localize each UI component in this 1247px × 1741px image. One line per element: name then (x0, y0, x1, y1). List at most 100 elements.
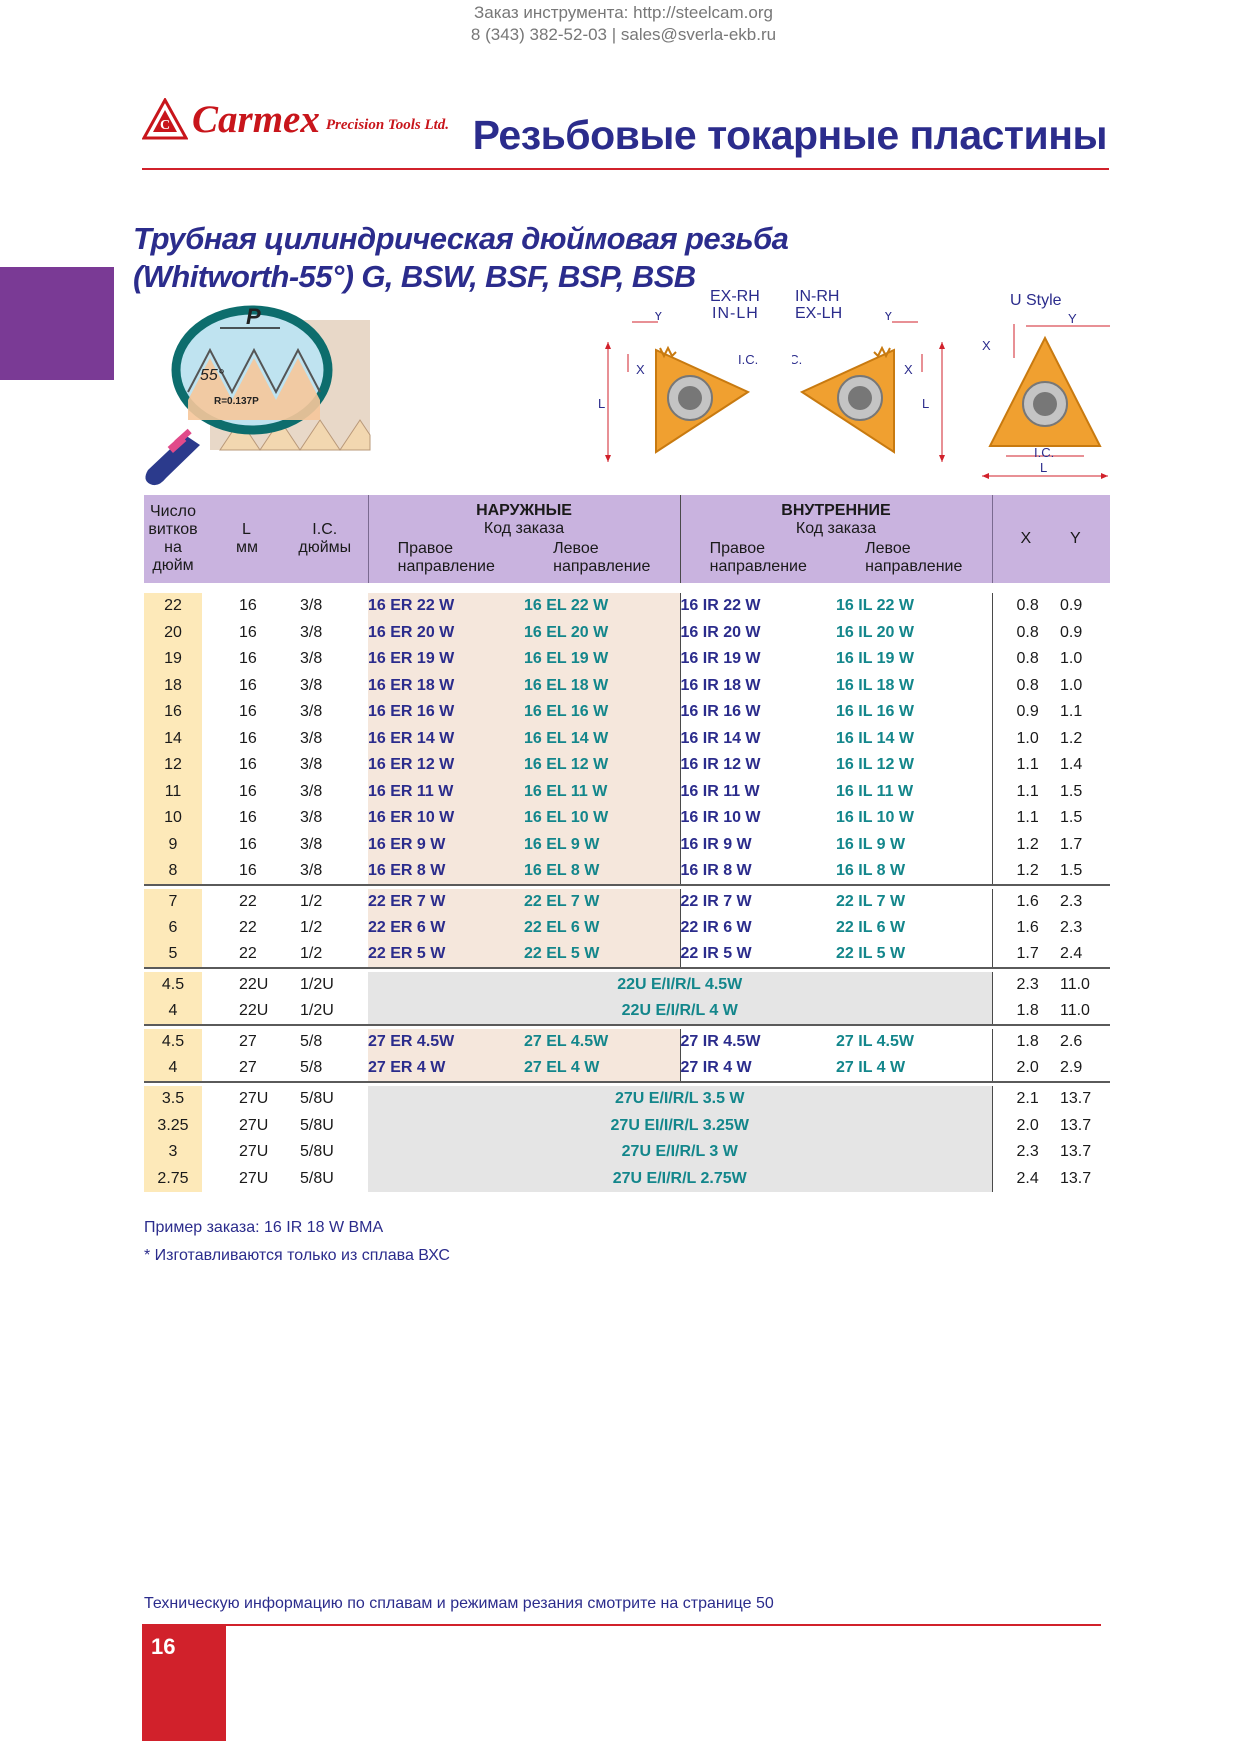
cell-ext-right-code: 16 ER 9 W (368, 831, 524, 858)
header-external-sub: Код заказа (483, 520, 565, 537)
cell-l: 27 (239, 1059, 257, 1077)
table-row: 3.5 27U 5/8U 27U E/I/R/L 3.5 W 2.1 13.7 (144, 1086, 1110, 1113)
cell-int-left-code: 16 IL 19 W (836, 646, 992, 673)
cell-ext-right-code: 22 ER 5 W (368, 941, 524, 968)
cell-y: 13.7 (1060, 1090, 1092, 1108)
table-row: 19 16 3/8 16 ER 19 W 16 EL 19 W 16 IR 19 W 16 … (144, 646, 1110, 673)
cell-ext-left-code: 16 EL 22 W (524, 593, 681, 620)
table-row: 4.5 22U 1/2U 22U E/I/R/L 4.5W 2.3 11.0 (144, 972, 1110, 999)
cell-ext-right-code: 16 ER 20 W (368, 619, 524, 646)
page-number: 16 (151, 1634, 176, 1659)
cell-int-left-code: 27 IL 4.5W (836, 1029, 992, 1056)
cell-int-right-code: 22 IR 7 W (680, 888, 836, 915)
cell-ext-right-code: 27 ER 4.5W (368, 1029, 524, 1056)
section-tab (0, 267, 114, 380)
header-spacer (144, 583, 1110, 593)
cell-tpi: 12 (144, 752, 202, 779)
header-int-right-line1: Правое (709, 540, 766, 557)
cell-tpi: 6 (144, 915, 202, 942)
carmex-emblem-icon: C (142, 98, 188, 140)
table-row: 4.5 27 5/8 27 ER 4.5W 27 EL 4.5W 27 IR 4.5W 27… (144, 1029, 1110, 1056)
cell-ic: 1/2U (300, 1002, 334, 1020)
cell-int-left-code: 16 IL 16 W (836, 699, 992, 726)
cell-y: 1.2 (1060, 729, 1083, 747)
dim-x-u: X (982, 338, 991, 353)
cell-ext-right-code: 16 ER 8 W (368, 858, 524, 885)
cell-l: 16 (239, 597, 257, 615)
cell-ic: 3/8 (300, 676, 323, 694)
cell-ic: 3/8 (300, 623, 323, 641)
cell-int-left-code: 16 IL 22 W (836, 593, 992, 620)
diagram-label-in-lh: IN-LH (712, 305, 759, 322)
group-divider (144, 967, 1110, 972)
cell-int-left-code: 16 IL 14 W (836, 725, 992, 752)
header-y: Y (1060, 495, 1110, 583)
header-ic: I.C. дюймы (282, 495, 368, 583)
header-x: X (992, 495, 1060, 583)
header-ext-right-line1: Правое (397, 540, 454, 557)
brand-logo: C Carmex Precision Tools Ltd. (142, 98, 449, 140)
cell-int-right-code: 27 IR 4 W (680, 1055, 836, 1082)
cell-int-left-code: 22 IL 7 W (836, 888, 992, 915)
header-int-right-dir: Правое направление (710, 540, 807, 576)
table-row: 2.75 27U 5/8U 27U E/I/R/L 2.75W 2.4 13.7 (144, 1165, 1110, 1192)
cell-tpi: 18 (144, 672, 202, 699)
cell-l: 27U (239, 1169, 269, 1187)
cell-int-right-code: 16 IR 11 W (680, 778, 836, 805)
cell-l: 16 (239, 729, 257, 747)
cell-int-right-code: 16 IR 18 W (680, 672, 836, 699)
diagram-label-u-style: U Style (1010, 292, 1062, 309)
cell-x: 1.1 (991, 805, 1060, 832)
cell-ext-left-code: 16 EL 20 W (524, 619, 681, 646)
cell-int-left-code: 27 IL 4 W (836, 1055, 992, 1082)
cell-ext-left-code: 27 EL 4.5W (524, 1029, 681, 1056)
cell-ext-left-code: 16 EL 12 W (524, 752, 681, 779)
diagram-label-ex-lh: EX-LH (795, 305, 843, 322)
cell-x: 2.4 (991, 1165, 1060, 1192)
dim-y-u: Y (1068, 311, 1077, 326)
cell-x: 2.0 (991, 1055, 1060, 1082)
table-row: 12 16 3/8 16 ER 12 W 16 EL 12 W 16 IR 12 W 16 … (144, 752, 1110, 779)
table-row: 16 16 3/8 16 ER 16 W 16 EL 16 W 16 IR 16 W 16 … (144, 699, 1110, 726)
cell-ic: 5/8U (300, 1116, 334, 1134)
cell-int-left-code: 16 IL 10 W (836, 805, 992, 832)
pitch-label: P (246, 304, 261, 329)
cell-y: 11.0 (1060, 976, 1090, 994)
header-int-left-line1: Левое (865, 540, 911, 557)
cell-ic: 5/8U (300, 1090, 334, 1108)
contact-line: 8 (343) 382-52-03 | sales@sverla-ekb.ru (470, 25, 777, 44)
dim-ic-right: I.C. (792, 352, 802, 367)
cell-y: 0.9 (1060, 623, 1083, 641)
cell-ext-left-code: 16 EL 8 W (524, 858, 681, 885)
cell-ext-right-code: 16 ER 10 W (368, 805, 524, 832)
header-internal-title: ВНУТРЕННИЕ (781, 502, 891, 519)
cell-ext-right-code: 27 ER 4 W (368, 1055, 524, 1082)
header-external-title: НАРУЖНЫЕ (476, 502, 572, 519)
group-spacer (144, 1081, 1110, 1086)
dim-y-right: Y (884, 312, 893, 323)
cell-x: 2.3 (991, 972, 1060, 999)
cell-x: 2.1 (991, 1086, 1060, 1113)
cell-universal-code: 27U E/I/R/L 3.5 W (368, 1086, 992, 1113)
dim-ic-left: I.C. (738, 352, 758, 367)
cell-tpi: 3.5 (144, 1086, 202, 1113)
cell-l: 16 (239, 756, 257, 774)
order-url-line: Заказ инструмента: http://steelcam.org (474, 3, 773, 22)
cell-universal-code: 22U E/I/R/L 4.5W (368, 972, 992, 999)
table-row: 11 16 3/8 16 ER 11 W 16 EL 11 W 16 IR 11 W 16 … (144, 778, 1110, 805)
group-spacer (144, 883, 1110, 889)
cell-y: 11.0 (1060, 1002, 1090, 1020)
cell-universal-code: 22U E/I/R/L 4 W (368, 998, 992, 1025)
cell-tpi: 7 (144, 888, 202, 915)
top-contact-info: Заказ инструмента: http://steelcam.org 8… (0, 2, 1247, 46)
cell-l: 16 (239, 623, 257, 641)
cell-ic: 3/8 (300, 782, 323, 800)
dim-y-left: Y (654, 312, 663, 323)
cell-y: 13.7 (1060, 1143, 1092, 1161)
cell-ic: 3/8 (300, 650, 323, 668)
cell-universal-code: 27U EI/I/R/L 3.25W (368, 1112, 992, 1139)
cell-ic: 3/8 (300, 861, 323, 879)
cell-x: 1.2 (991, 858, 1060, 885)
table-row: 9 16 3/8 16 ER 9 W 16 EL 9 W 16 IR 9 W 16 IL 9… (144, 831, 1110, 858)
header-ext-right-dir: Правое направление (398, 540, 495, 576)
